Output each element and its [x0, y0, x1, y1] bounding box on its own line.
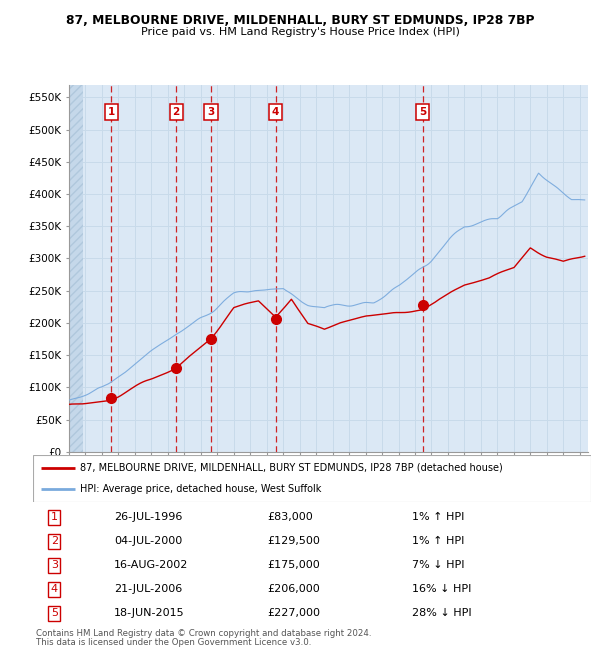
Text: 16-AUG-2002: 16-AUG-2002 [114, 560, 188, 570]
Text: 2: 2 [50, 536, 58, 546]
Text: 3: 3 [208, 107, 215, 117]
Text: 3: 3 [51, 560, 58, 570]
Text: 18-JUN-2015: 18-JUN-2015 [114, 608, 185, 618]
Text: 4: 4 [272, 107, 279, 117]
Text: 26-JUL-1996: 26-JUL-1996 [114, 512, 182, 522]
Text: Contains HM Land Registry data © Crown copyright and database right 2024.: Contains HM Land Registry data © Crown c… [36, 629, 371, 638]
Text: HPI: Average price, detached house, West Suffolk: HPI: Average price, detached house, West… [80, 484, 322, 494]
Text: 5: 5 [419, 107, 426, 117]
Text: 1: 1 [107, 107, 115, 117]
Text: 4: 4 [50, 584, 58, 594]
Text: This data is licensed under the Open Government Licence v3.0.: This data is licensed under the Open Gov… [36, 638, 311, 647]
Text: £129,500: £129,500 [268, 536, 320, 546]
Text: 28% ↓ HPI: 28% ↓ HPI [412, 608, 472, 618]
Text: 87, MELBOURNE DRIVE, MILDENHALL, BURY ST EDMUNDS, IP28 7BP: 87, MELBOURNE DRIVE, MILDENHALL, BURY ST… [66, 14, 534, 27]
Text: Price paid vs. HM Land Registry's House Price Index (HPI): Price paid vs. HM Land Registry's House … [140, 27, 460, 37]
Text: 16% ↓ HPI: 16% ↓ HPI [412, 584, 472, 594]
Text: 87, MELBOURNE DRIVE, MILDENHALL, BURY ST EDMUNDS, IP28 7BP (detached house): 87, MELBOURNE DRIVE, MILDENHALL, BURY ST… [80, 463, 503, 473]
Text: 04-JUL-2000: 04-JUL-2000 [114, 536, 182, 546]
Text: 1% ↑ HPI: 1% ↑ HPI [412, 512, 465, 522]
Text: 7% ↓ HPI: 7% ↓ HPI [412, 560, 465, 570]
Text: 1: 1 [51, 512, 58, 522]
Text: £206,000: £206,000 [268, 584, 320, 594]
Text: 21-JUL-2006: 21-JUL-2006 [114, 584, 182, 594]
Text: £83,000: £83,000 [268, 512, 313, 522]
Text: £175,000: £175,000 [268, 560, 320, 570]
Text: 1% ↑ HPI: 1% ↑ HPI [412, 536, 465, 546]
Text: 5: 5 [51, 608, 58, 618]
Text: £227,000: £227,000 [268, 608, 320, 618]
Text: 2: 2 [172, 107, 180, 117]
